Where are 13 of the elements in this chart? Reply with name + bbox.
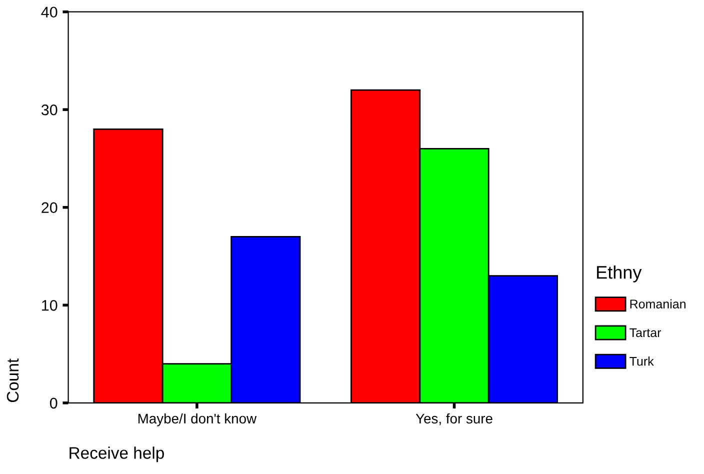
y-tick-label: 10 bbox=[42, 300, 58, 311]
y-tick-label: 0 bbox=[50, 398, 58, 409]
y-tick-label: 40 bbox=[41, 6, 58, 18]
legend-label: Romanian bbox=[630, 299, 686, 308]
legend-label: Tartar bbox=[630, 328, 662, 338]
legend-label: Turk bbox=[630, 356, 654, 366]
y-tick-label: 20 bbox=[42, 202, 58, 214]
y-tick-label: 30 bbox=[41, 104, 58, 116]
y-axis-title: Count bbox=[6, 358, 19, 402]
x-tick-label: Yes, for sure bbox=[416, 413, 492, 426]
x-axis-title: Receive help bbox=[70, 446, 164, 462]
legend-title: Ethny bbox=[597, 266, 642, 282]
x-tick-label: Maybe/I don't know bbox=[138, 413, 257, 426]
